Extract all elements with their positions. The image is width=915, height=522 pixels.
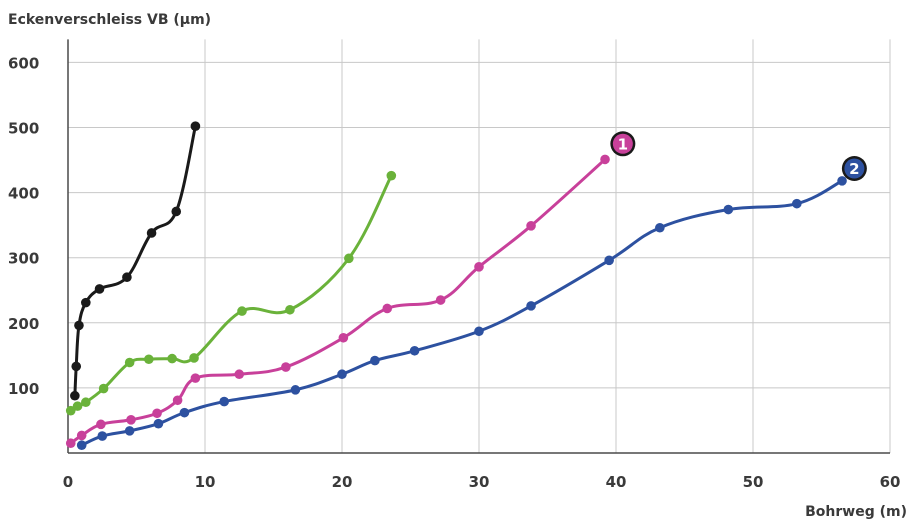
data-point — [152, 408, 162, 419]
y-tick-label: 600 — [8, 54, 39, 72]
series-group — [65, 121, 847, 450]
data-point — [81, 397, 91, 408]
data-point — [370, 355, 380, 366]
data-point — [65, 405, 76, 416]
data-point — [65, 438, 76, 449]
series-badge: 1 — [610, 131, 636, 157]
y-tick-label: 500 — [8, 120, 39, 138]
data-point — [71, 361, 82, 372]
axes — [67, 39, 890, 454]
data-point — [171, 206, 182, 217]
data-point — [219, 396, 229, 407]
tick-labels: 0 10 20 30 40 50 60 100 200 300 400 500 600 — [8, 54, 900, 491]
data-point — [189, 353, 199, 363]
data-point — [146, 228, 157, 238]
data-point — [237, 306, 247, 316]
series-2 — [65, 170, 397, 416]
data-point — [604, 255, 614, 266]
data-point — [290, 385, 301, 395]
data-point — [337, 369, 347, 380]
series-line — [80, 179, 844, 447]
data-point — [435, 295, 446, 305]
data-point — [837, 176, 847, 186]
data-point — [81, 297, 91, 308]
series-1 — [70, 121, 201, 401]
x-axis-label: Bohrweg (m) — [805, 504, 907, 520]
x-tick-label: 20 — [332, 473, 353, 491]
annotations: 12 — [610, 131, 867, 182]
data-point — [474, 262, 484, 272]
x-tick-label: 50 — [743, 473, 764, 491]
series-4 — [76, 176, 847, 450]
badge-fill — [612, 133, 633, 154]
data-point — [474, 326, 484, 337]
data-point — [74, 320, 84, 331]
grid-lines — [68, 39, 891, 453]
badge-label: 2 — [849, 160, 859, 178]
data-point — [126, 414, 136, 425]
data-point — [153, 418, 164, 429]
data-point — [600, 154, 610, 165]
y-tick-label: 300 — [8, 250, 39, 268]
data-point — [167, 353, 177, 364]
data-point — [190, 373, 201, 383]
data-point — [144, 354, 154, 365]
data-point — [76, 440, 87, 450]
data-point — [281, 362, 291, 372]
data-point — [409, 345, 420, 356]
data-point — [526, 301, 536, 311]
data-point — [96, 419, 106, 430]
data-point — [792, 198, 802, 209]
data-point — [344, 253, 354, 264]
data-point — [172, 395, 183, 406]
data-point — [338, 332, 349, 343]
x-tick-label: 40 — [606, 473, 627, 491]
data-point — [124, 426, 135, 436]
data-point — [382, 303, 393, 314]
data-point — [179, 407, 190, 418]
data-point — [386, 170, 397, 181]
data-point — [76, 430, 87, 441]
data-point — [94, 284, 105, 294]
series-line — [73, 124, 197, 398]
series-3 — [65, 154, 610, 449]
data-point — [723, 204, 734, 215]
series-badge: 2 — [841, 156, 867, 182]
data-point — [655, 222, 665, 233]
data-point — [124, 357, 135, 368]
y-tick-label: 100 — [8, 380, 39, 398]
y-tick-label: 200 — [8, 315, 39, 333]
y-tick-label: 400 — [8, 185, 39, 203]
data-point — [526, 221, 536, 231]
badge-fill — [844, 158, 865, 179]
series-line — [69, 157, 607, 445]
x-tick-label: 60 — [880, 473, 901, 491]
x-tick-label: 0 — [63, 473, 73, 491]
data-point — [234, 369, 245, 380]
data-point — [97, 431, 108, 441]
x-tick-label: 30 — [469, 473, 490, 491]
data-point — [122, 272, 132, 283]
data-point — [98, 383, 109, 394]
data-point — [190, 121, 201, 131]
badge-label: 1 — [618, 135, 628, 153]
x-tick-label: 10 — [195, 473, 216, 491]
y-axis-label: Eckenverschleiss VB (µm) — [8, 12, 211, 28]
data-point — [70, 390, 80, 401]
data-point — [285, 304, 295, 315]
data-point — [72, 401, 83, 411]
